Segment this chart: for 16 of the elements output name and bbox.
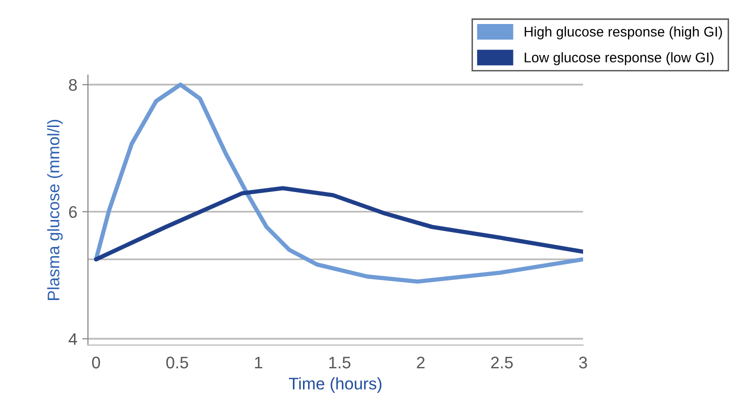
- y-tick-label: 4: [68, 333, 78, 345]
- x-tick-label: 3: [579, 356, 587, 368]
- y-axis-title: Plasma glucose (mmol/l): [47, 120, 63, 300]
- x-tick-label: 0: [92, 356, 100, 368]
- y-tick-label: 8: [68, 79, 77, 91]
- legend-label: High glucose response (high GI): [524, 26, 722, 40]
- x-tick-label: 0.5: [166, 356, 188, 368]
- x-axis-title: Time (hours): [288, 377, 382, 393]
- x-tick-label: 1: [255, 356, 262, 368]
- line-series: [94, 186, 584, 262]
- x-tick-label: 1.5: [329, 356, 350, 368]
- y-tick-label: 6: [69, 206, 77, 218]
- x-tick-label: 2: [416, 356, 425, 368]
- legend-label: Low glucose response (low GI): [524, 52, 714, 66]
- x-tick-label: 2.5: [491, 356, 513, 368]
- line-series: [94, 82, 584, 284]
